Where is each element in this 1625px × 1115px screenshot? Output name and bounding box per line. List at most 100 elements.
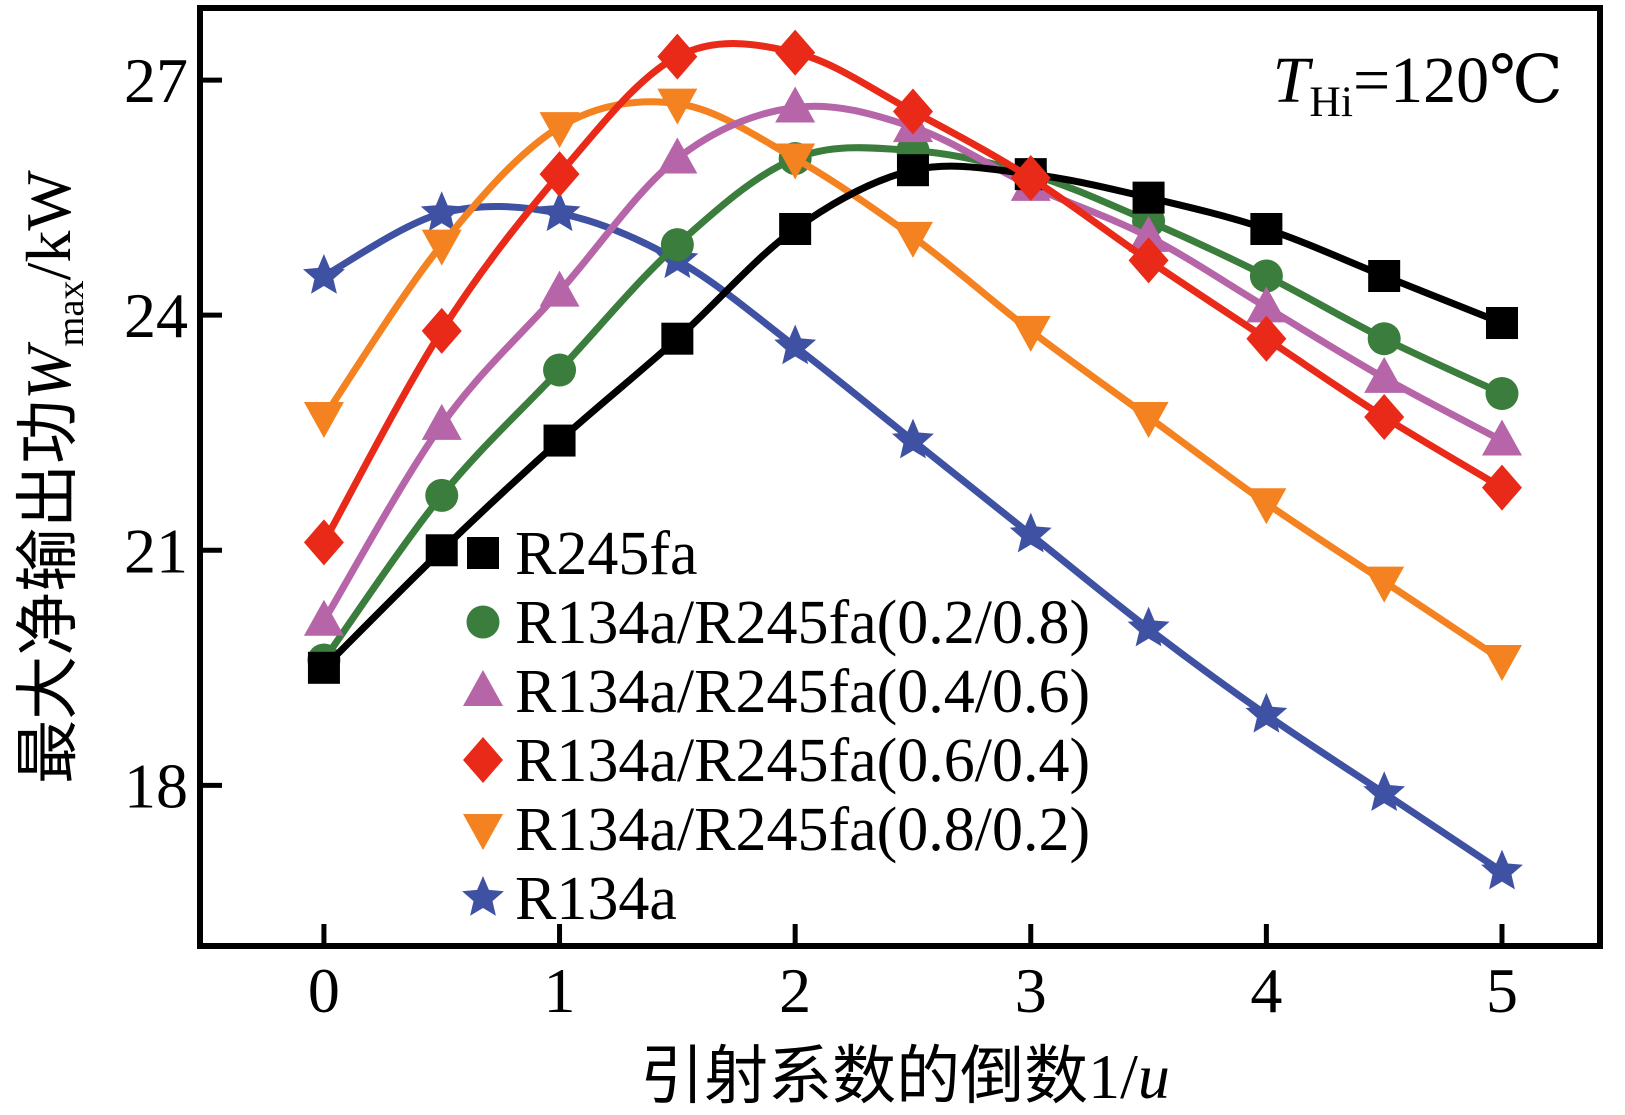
legend-label: R134a/R245fa(0.2/0.8) — [515, 589, 1090, 657]
diamond-marker — [303, 519, 344, 566]
triangle-down-legend-icon — [463, 814, 503, 850]
legend-item-R134a/R245fa(0.8/0.2): R134a/R245fa(0.8/0.2) — [463, 796, 1090, 864]
triangle-down-marker — [1246, 488, 1287, 525]
triangle-down-marker — [421, 229, 462, 266]
star-marker — [1363, 771, 1406, 811]
legend-label: R134a/R245fa(0.4/0.6) — [515, 658, 1090, 726]
star-marker — [420, 191, 463, 232]
legend-item-R134a/R245fa(0.4/0.6): R134a/R245fa(0.4/0.6) — [463, 658, 1090, 726]
legend-item-R134a/R245fa(0.2/0.8): R134a/R245fa(0.2/0.8) — [466, 589, 1090, 657]
diamond-marker — [1010, 155, 1051, 202]
square-marker — [425, 534, 458, 567]
star-legend-icon — [462, 876, 504, 916]
diamond-marker — [1128, 237, 1169, 284]
triangle-up-marker — [1128, 215, 1169, 252]
y-tick-label: 27 — [124, 45, 188, 116]
triangle-up-marker — [303, 599, 344, 636]
x-tick-label: 2 — [779, 955, 811, 1026]
x-tick-label: 0 — [308, 955, 340, 1026]
y-axis-label: 最大净输出功Wmax/kW — [13, 170, 92, 784]
diamond-legend-icon — [463, 737, 503, 783]
diamond-marker — [1364, 394, 1405, 441]
plot-frame — [197, 5, 1603, 949]
triangle-down-marker — [1128, 402, 1169, 439]
diamond-marker — [539, 151, 580, 198]
square-legend-icon — [467, 537, 499, 569]
diamond-marker — [775, 29, 816, 76]
triangle-up-marker — [1364, 356, 1405, 393]
star-marker — [892, 418, 934, 459]
series-R245fa — [307, 154, 1518, 684]
triangle-down-marker — [1364, 566, 1405, 603]
series-R134a/R245fa(0.8/0.2) — [303, 88, 1522, 681]
star-marker — [538, 191, 581, 232]
triangle-up-marker — [539, 270, 580, 307]
x-tick-label: 1 — [544, 955, 576, 1026]
legend-label: R134a/R245fa(0.8/0.2) — [515, 796, 1090, 864]
legend: R245faR134a/R245fa(0.2/0.8)R134a/R245fa(… — [462, 520, 1090, 933]
legend-label: R134a/R245fa(0.6/0.4) — [515, 727, 1090, 795]
square-marker — [1132, 181, 1165, 214]
diamond-marker — [892, 88, 933, 135]
diamond-marker — [1481, 464, 1522, 511]
diamond-marker — [421, 307, 462, 354]
circle-marker — [1367, 322, 1401, 356]
legend-label: R245fa — [515, 520, 698, 588]
circle-marker — [1485, 377, 1519, 411]
triangle-up-marker — [1246, 286, 1287, 323]
series-line — [320, 144, 1506, 664]
circle-legend-icon — [466, 605, 500, 639]
triangle-up-marker — [657, 137, 698, 174]
legend-item-R134a: R134a — [462, 865, 677, 933]
square-marker — [543, 424, 576, 457]
circle-marker — [425, 478, 459, 512]
star-marker — [303, 254, 345, 294]
x-axis-label: 引射系数的倒数1/u — [640, 1041, 1170, 1112]
triangle-up-marker — [775, 86, 816, 123]
triangle-up-legend-icon — [463, 670, 503, 706]
y-tick-label: 18 — [124, 750, 188, 821]
triangle-down-marker — [1010, 315, 1051, 352]
x-tick-label: 5 — [1486, 955, 1518, 1026]
square-marker — [1368, 260, 1401, 292]
triangle-up-marker — [421, 403, 462, 440]
star-marker — [1009, 512, 1052, 553]
series-line — [320, 40, 1506, 546]
triangle-down-marker — [657, 88, 698, 125]
circle-marker — [1249, 259, 1283, 293]
series-R134a — [303, 191, 1523, 890]
star-marker — [1245, 692, 1288, 733]
legend-item-R245fa: R245fa — [467, 520, 698, 588]
square-marker — [1485, 307, 1518, 340]
circle-marker — [660, 228, 694, 262]
series-R134a/R245fa(0.6/0.4) — [303, 29, 1522, 566]
series-line — [320, 102, 1506, 625]
x-tick-label: 4 — [1250, 955, 1282, 1026]
series-line — [320, 162, 1506, 672]
x-tick-label: 3 — [1015, 955, 1047, 1026]
square-marker — [896, 154, 929, 187]
square-marker — [1250, 212, 1283, 245]
diamond-marker — [1246, 315, 1287, 362]
triangle-down-marker — [303, 402, 344, 439]
legend-label: R134a — [515, 865, 677, 933]
legend-item-R134a/R245fa(0.6/0.4): R134a/R245fa(0.6/0.4) — [463, 727, 1090, 795]
triangle-up-marker — [1481, 419, 1522, 456]
triangle-down-marker — [775, 143, 816, 180]
square-marker — [307, 651, 340, 684]
square-marker — [661, 322, 694, 355]
star-marker — [774, 324, 817, 365]
triangle-down-marker — [539, 112, 580, 149]
triangle-down-marker — [892, 221, 933, 258]
triangle-down-marker — [1481, 644, 1522, 681]
star-marker — [1481, 849, 1523, 890]
axes-ticks: 18 21 24 27 0 1 2 3 4 5 — [124, 45, 1518, 1026]
y-tick-label: 21 — [124, 515, 188, 586]
star-marker — [1127, 606, 1170, 647]
y-tick-label: 24 — [124, 280, 188, 351]
annotation-thi: THi=120℃ — [1273, 44, 1563, 126]
circle-marker — [543, 353, 577, 387]
square-marker — [779, 212, 812, 245]
